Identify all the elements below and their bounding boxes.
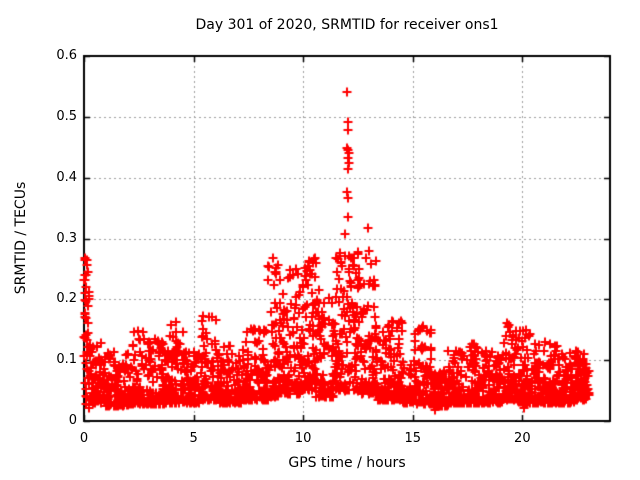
y-tick-label: 0.5	[56, 108, 77, 124]
x-tick-label: 0	[79, 431, 89, 446]
y-tick-label: 0	[68, 413, 77, 428]
x-tick-label: 5	[189, 431, 198, 446]
x-tick-label: 10	[294, 431, 312, 446]
y-tick-label: 0.4	[56, 169, 77, 185]
x-axis-label: GPS time / hours	[288, 455, 406, 471]
y-tick-label: 0.3	[56, 230, 77, 246]
y-tick-label: 0.6	[56, 48, 77, 63]
x-tick-label: 15	[404, 431, 422, 446]
x-tick-label: 20	[514, 431, 531, 446]
y-tick-label: 0.2	[56, 291, 77, 307]
y-tick-label: 0.1	[56, 352, 77, 368]
chart-title: Day 301 of 2020, SRMTID for receiver ons…	[195, 17, 499, 33]
